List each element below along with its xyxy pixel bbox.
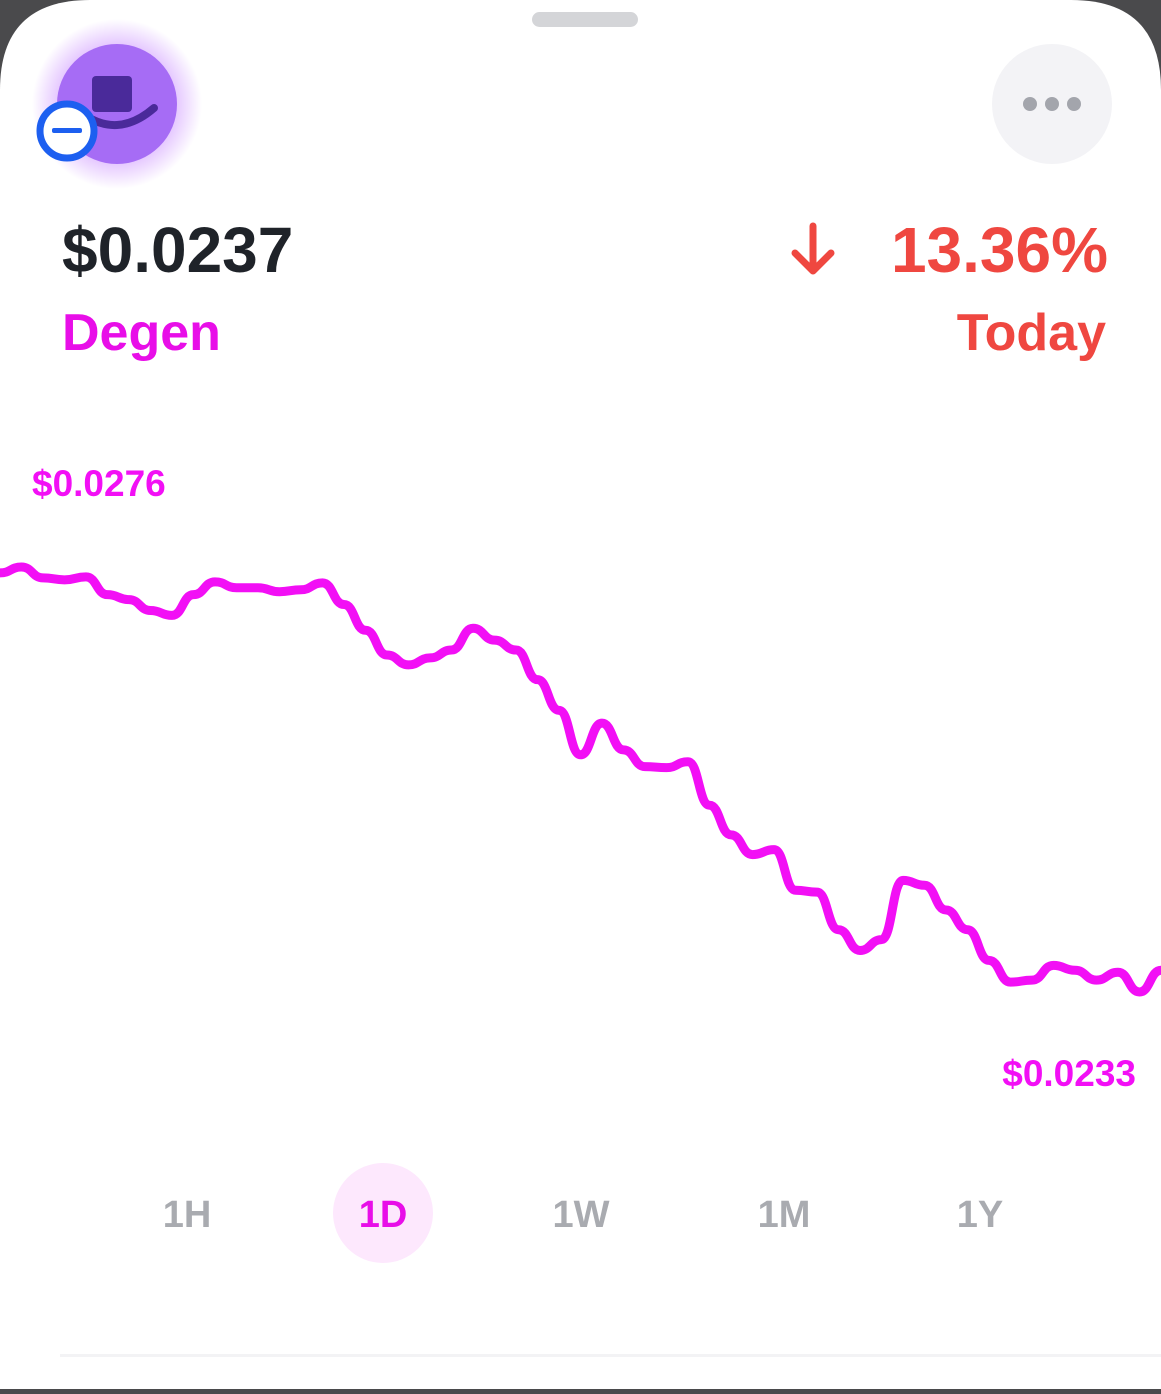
divider: [60, 1354, 1161, 1357]
range-button[interactable]: 1M: [758, 1194, 811, 1236]
token-name: Degen: [62, 304, 221, 362]
range-button[interactable]: 1H: [163, 1194, 212, 1236]
range-selected-bg: [333, 1163, 433, 1263]
range-button[interactable]: 1D: [359, 1194, 408, 1236]
price: $0.0237: [62, 214, 293, 286]
range-selector: 1H 1D 1W 1M 1Y: [163, 1163, 1003, 1263]
high-label: $0.0276: [32, 463, 166, 504]
change-period: Today: [957, 304, 1106, 362]
remove-badge-minus: [52, 128, 82, 133]
drag-handle[interactable]: [532, 12, 638, 27]
range-button[interactable]: 1W: [553, 1194, 610, 1236]
range-button[interactable]: 1Y: [957, 1194, 1003, 1236]
price-line: [0, 562, 1161, 997]
change-percent: 13.36%: [891, 214, 1108, 286]
low-label: $0.0233: [1002, 1053, 1136, 1094]
more-dots: [1023, 97, 1081, 111]
down-arrow: [791, 222, 835, 275]
